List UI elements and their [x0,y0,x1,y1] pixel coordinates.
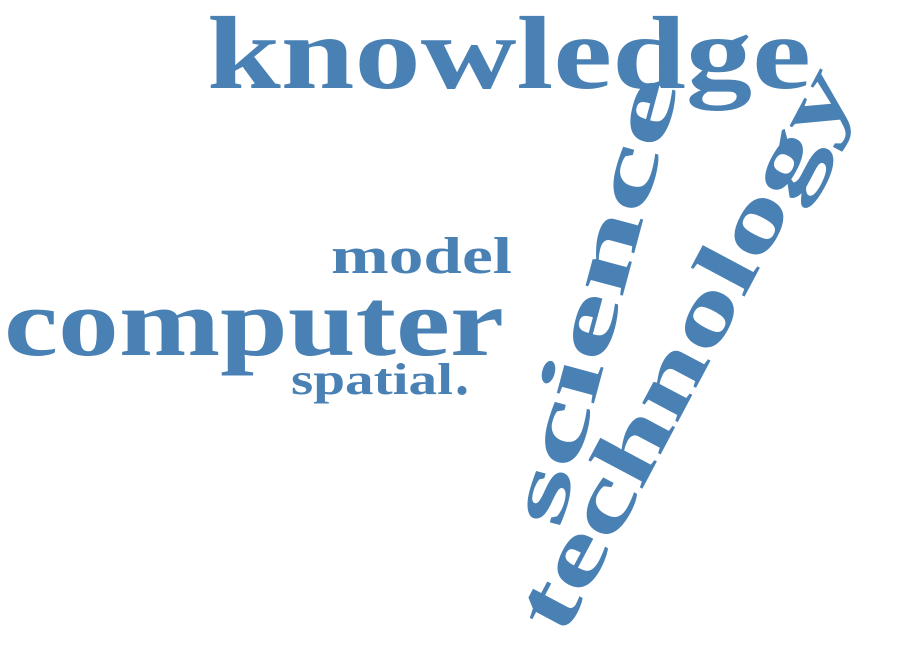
word-computer: computer [4,269,504,376]
word-model: model [331,228,512,285]
word-dot: . [455,345,469,407]
word-knowledge: knowledge [207,0,811,111]
word-spatial: spatial [291,355,453,404]
